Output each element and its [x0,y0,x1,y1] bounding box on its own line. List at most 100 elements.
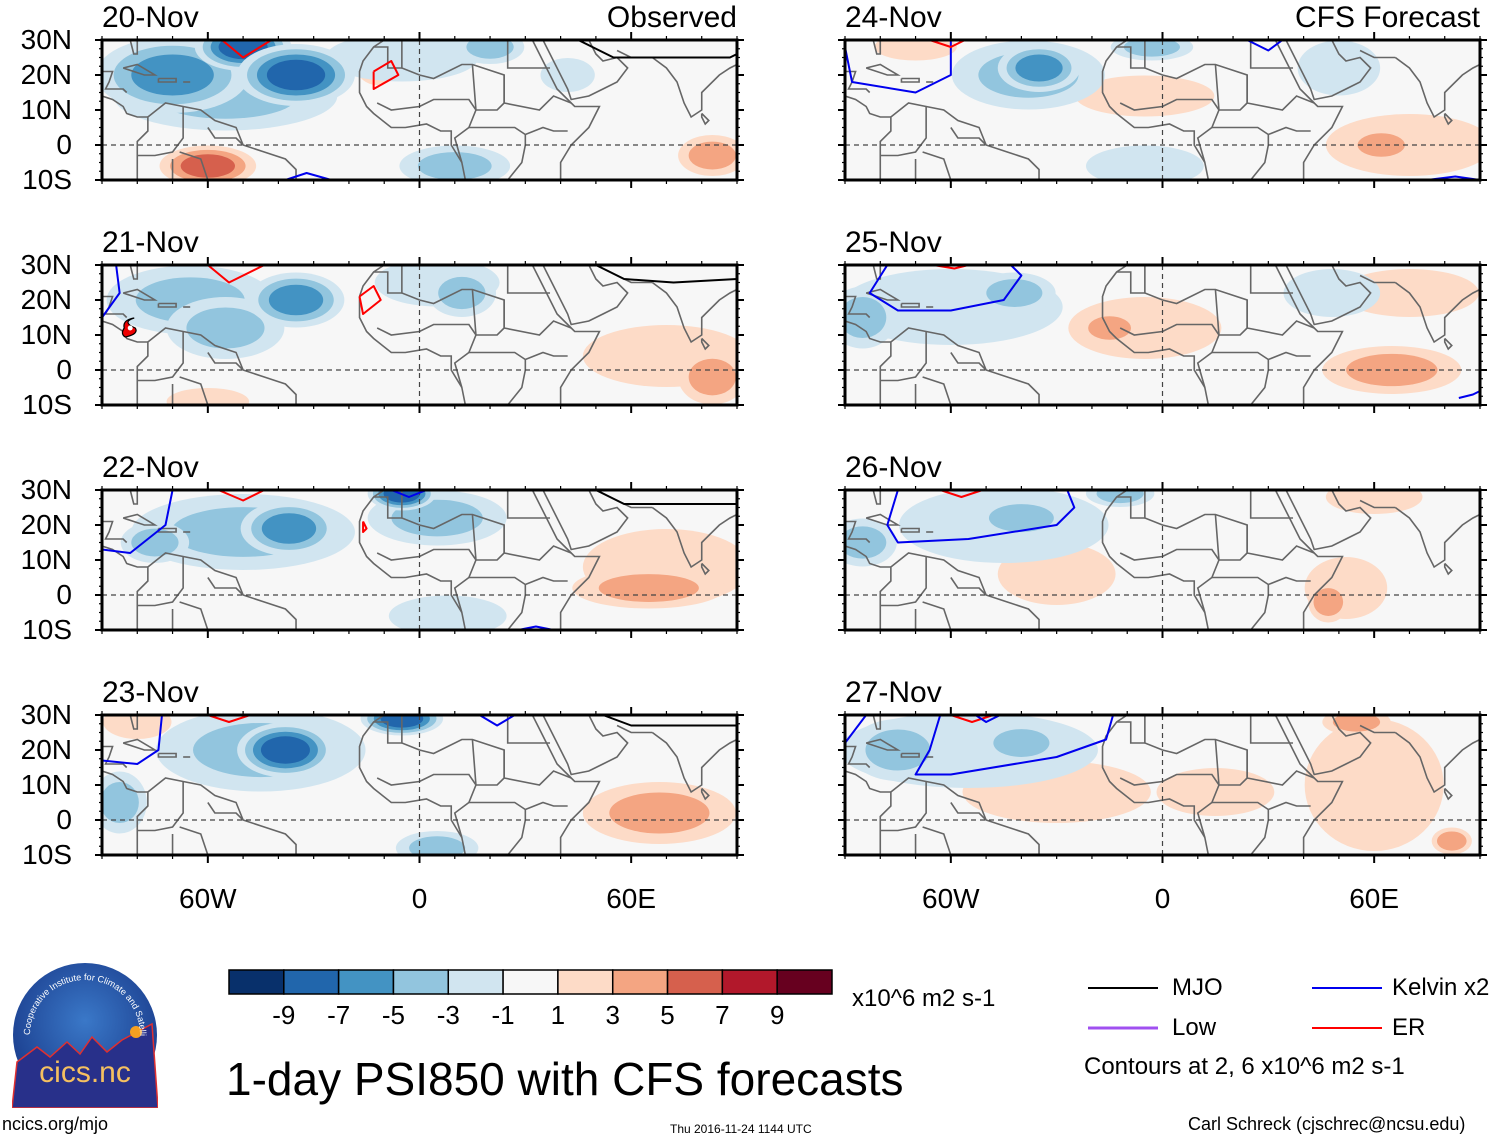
coastline [503,75,572,111]
y-tick-label: 0 [56,129,72,160]
anomaly-blob [1332,715,1381,732]
anomaly-blob [438,276,486,310]
cics-logo-graphic: Cooperative Institute for Climate and Sa… [12,962,158,1108]
y-tick-label: 10S [22,614,72,645]
coastline [879,552,1040,630]
anomaly-blob [1096,490,1144,504]
coastline [506,265,551,294]
coastline [1246,750,1315,786]
coastline [845,320,891,343]
colorbar-tick-label: -9 [272,1000,296,1030]
coastline [900,302,920,308]
contour-kelvin-x2 [285,172,332,180]
coastline [157,752,177,758]
contour-kelvin-x2 [868,265,1023,312]
coastline [1394,56,1480,119]
colorbar-tick-label: 7 [715,1000,730,1030]
coastline [865,63,901,76]
y-tick-label: 10N [20,769,72,800]
colorbar-swatch [557,969,614,995]
coastline [157,302,177,308]
coastline [700,112,710,126]
coastline [1274,490,1344,630]
legend-er-label: ER [1392,1014,1426,1041]
coastline [129,265,139,280]
panel-22-Nov [95,482,744,638]
colorbar-tick-label: -1 [491,1000,515,1030]
y-tick-label: 10N [20,94,72,125]
contour-mjo [577,40,737,59]
coastline [137,781,184,832]
anomaly-blob [102,782,139,823]
coastline [1116,46,1145,69]
coastline [1246,525,1315,561]
anomaly-blob [261,513,317,544]
coastline [137,331,184,382]
anomaly-blob [845,297,887,338]
y-tick-label: 30N [20,249,72,280]
x-tick-label: 0 [411,883,428,914]
contour-kelvin-x2 [478,715,516,727]
contour-kelvin-x2 [390,490,427,498]
colorbar-swatch [776,969,833,995]
colorbar-swatch [337,969,395,995]
coastline [179,826,209,855]
coastline [922,376,952,405]
contour-kelvin-x2 [845,715,867,744]
anomaly-blob [609,792,710,834]
anomaly-blob [388,595,507,630]
coastline [865,738,901,751]
panel-source-tag: CFS Forecast [1294,1,1480,34]
y-tick-label: 0 [56,579,72,610]
y-tick-label: 30N [20,474,72,505]
coastline [922,601,952,630]
anomaly-blob [260,736,310,764]
panel-25-Nov [838,257,1487,413]
coastline [122,513,158,526]
coastline [358,490,467,630]
coastline [1359,49,1396,59]
coastline [651,731,737,794]
coastline [1249,265,1294,294]
colorbar-swatch [447,969,504,995]
coastline [922,151,952,180]
anomaly-blob [688,358,736,396]
coastline [950,577,987,596]
colorbar-tick-label: 9 [769,1000,785,1030]
anomaly-blob [598,574,699,602]
coastline [129,715,139,730]
contour-er [950,715,994,723]
contour-kelvin-x2 [102,490,174,554]
anomaly-blob [409,836,466,855]
panel-26-Nov [838,482,1487,638]
anomaly-blob [268,284,324,316]
panel-date-label: 27-Nov [845,676,942,709]
coastline [373,721,402,744]
coastline [880,331,927,382]
coastline [1274,715,1344,855]
anomaly-blob [688,141,736,170]
coastline [845,545,891,568]
anomaly-blob [1304,719,1444,851]
site-url[interactable]: ncics.org/mjo [2,1114,109,1134]
coastline [531,715,601,855]
coastline [1285,265,1372,326]
contour-er [362,521,368,533]
coastline [845,745,871,769]
coastline [845,70,871,94]
coastline [129,40,139,55]
coastline [136,552,297,630]
panel-21-Nov [95,257,744,413]
anomaly-blob [993,729,1050,757]
coastline [1285,40,1372,101]
coastline [129,490,139,505]
contour-kelvin-x2 [914,715,1115,776]
contour-mjo [595,265,737,284]
coastline [880,781,927,832]
contour-kelvin-x2 [1246,40,1284,52]
coastline [1249,715,1294,744]
coastline [507,584,527,630]
coastline [950,802,987,821]
coastline [1116,271,1145,294]
contour-er [372,60,400,90]
